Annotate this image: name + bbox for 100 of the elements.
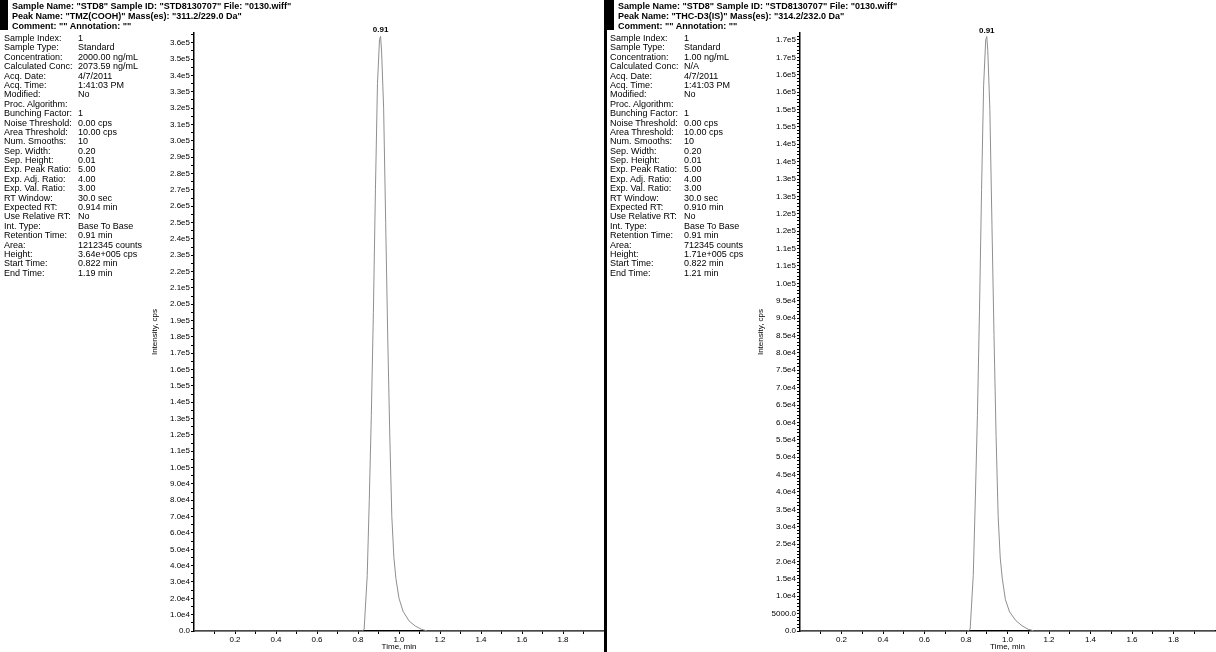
y-tick-label: 1.6e5 [169,364,191,374]
x-tick-label: 0.8 [960,635,973,644]
y-tick-label: 3.3e5 [169,87,191,97]
y-tick-label: 1.6e5 [775,87,797,97]
x-axis-title: Time, min [381,642,417,652]
y-tick-label: 3.0e5 [169,136,191,146]
y-tick-label: 3.0e4 [775,521,797,531]
text: Exp. Peak Ratio: 5.00 [610,164,702,175]
y-tick-label: 2.3e5 [169,250,191,260]
y-axis-title: Intensity, cps [150,308,159,356]
y-tick-label: 2.2e5 [169,266,191,276]
text: End Time: 1.19 min [4,267,113,278]
y-tick-label: 6.0e4 [169,528,191,538]
text: Acq. Date: 4/7/2011 [610,70,719,81]
y-tick-label: 1.7e5 [775,52,797,62]
x-tick-label: 1.8 [557,635,570,644]
text: Expected RT: 0.914 min [4,202,118,213]
text: Sample Index: 1 [610,33,689,43]
text: Num. Smooths: 10 [4,136,89,147]
text: Calculated Conc: 2073.59 ng/mL [4,61,139,72]
chart-title: Sample Name: "STD8" Sample ID: "STD8130707" File: "0130.wiff" Peak Name: "TMZ(COOH)" Mass(es): "311.2/229.0 Da" Comment: "" Annotation: "" [12,1,292,31]
x-tick-label: 0.2 [229,635,242,644]
text: End Time: 1.21 min [610,267,719,278]
y-tick-label: 3.5e4 [775,504,797,514]
y-tick-label: 5.0e4 [169,544,191,554]
x-tick-label: 0.4 [270,635,283,644]
text: Calculated Conc: N/A [610,61,700,72]
y-tick-label: 8.0e4 [775,348,797,358]
text: Start Time: 0.822 min [4,258,118,269]
x-tick-label: 1.2 [1043,635,1056,644]
text: Sample Type: Standard [610,42,721,53]
y-tick-label: 1.3e5 [775,191,797,201]
y-tick-label: 1.2e5 [169,430,191,440]
y-tick-label: 9.0e4 [775,313,797,323]
x-tick-label: 1.4 [1084,635,1097,644]
text: Acq. Time: 1:41:03 PM [4,79,125,90]
text: Concentration: 2000.00 ng/mL [4,51,139,62]
text: Start Time: 0.822 min [610,258,724,269]
y-tick-label: 2.6e5 [169,201,191,211]
y-tick-label: 1.5e5 [169,381,191,391]
y-tick-label: 1.5e4 [775,574,797,584]
text: Height: 1.71e+005 cps [610,248,744,259]
y-tick-label: 1.2e5 [775,208,797,218]
text: Exp. Val. Ratio: 3.00 [610,183,702,194]
y-tick-label: 8.5e4 [775,330,797,340]
text: Exp. Adj. Ratio: 4.00 [4,173,96,184]
text: Sep. Height: 0.01 [610,155,702,166]
y-tick-label: 1.7e5 [169,348,191,358]
x-axis-title: Time, min [990,642,1025,652]
x-tick-label: 1.4 [475,635,488,644]
y-tick-label: 1.0e4 [169,609,191,619]
text: Concentration: 1.00 ng/mL [610,51,730,62]
text: Use Relative RT: No [4,211,90,222]
y-tick-label: 1.3e5 [775,174,797,184]
annotation: 0.91 [978,25,996,35]
text: Modified: No [4,89,90,100]
text: Proc. Algorithm: [4,98,68,109]
y-tick-label: 2.8e5 [169,168,191,178]
y-tick-label: 2.4e5 [169,234,191,244]
y-tick-label: 1.9e5 [169,315,191,325]
x-tick-label: 1.6 [1126,635,1139,644]
y-tick-label: 1.2e5 [775,226,797,236]
annotation: 0.91 [372,25,389,35]
text: Noise Threshold: 0.00 cps [610,117,719,128]
y-tick-label: 1.1e5 [169,446,191,456]
x-tick-label: 1.8 [1167,635,1180,644]
text: Num. Smooths: 10 [610,136,695,147]
y-tick-label: 3.4e5 [169,70,191,80]
y-tick-label: 3.6e5 [169,38,191,48]
y-tick-label: 1.4e5 [775,139,797,149]
y-tick-label: 1.1e5 [775,261,797,271]
y-tick-label: 2.1e5 [169,283,191,293]
text: Int. Type: Base To Base [4,220,134,231]
y-tick-label: 1.1e5 [775,243,797,253]
y-tick-label: 4.0e4 [775,487,797,497]
y-tick-label: 1.5e5 [775,104,797,114]
y-tick-label: 1.4e5 [775,156,797,166]
text: RT Window: 30.0 sec [610,192,719,203]
text: Retention Time: 0.91 min [610,230,719,241]
text: Noise Threshold: 0.00 cps [4,117,113,128]
y-tick-label: 1.5e5 [775,122,797,132]
y-tick-label: 2.0e4 [775,556,797,566]
text: Use Relative RT: No [610,211,696,222]
text: Bunching Factor: 1 [4,108,84,119]
y-tick-label: 9.0e4 [169,479,191,489]
y-tick-label: 1.7e5 [775,35,797,45]
y-tick-label: 2.9e5 [169,152,191,162]
y-tick-label: 7.0e4 [169,511,191,521]
text: Sep. Width: 0.20 [610,145,702,156]
y-tick-label: 5000.0 [771,608,797,618]
y-tick-label: 4.5e4 [775,469,797,479]
y-tick-label: 1.0e5 [169,462,191,472]
y-tick-label: 9.5e4 [775,295,797,305]
y-tick-label: 1.3e5 [169,413,191,423]
text: Exp. Val. Ratio: 3.00 [4,183,96,194]
y-tick-label: 2.5e4 [775,539,797,549]
x-tick-label: 0.4 [877,635,890,644]
y-tick-label: 6.5e4 [775,400,797,410]
x-tick-label: 0.8 [352,635,365,644]
y-tick-label: 2.0e5 [169,299,191,309]
